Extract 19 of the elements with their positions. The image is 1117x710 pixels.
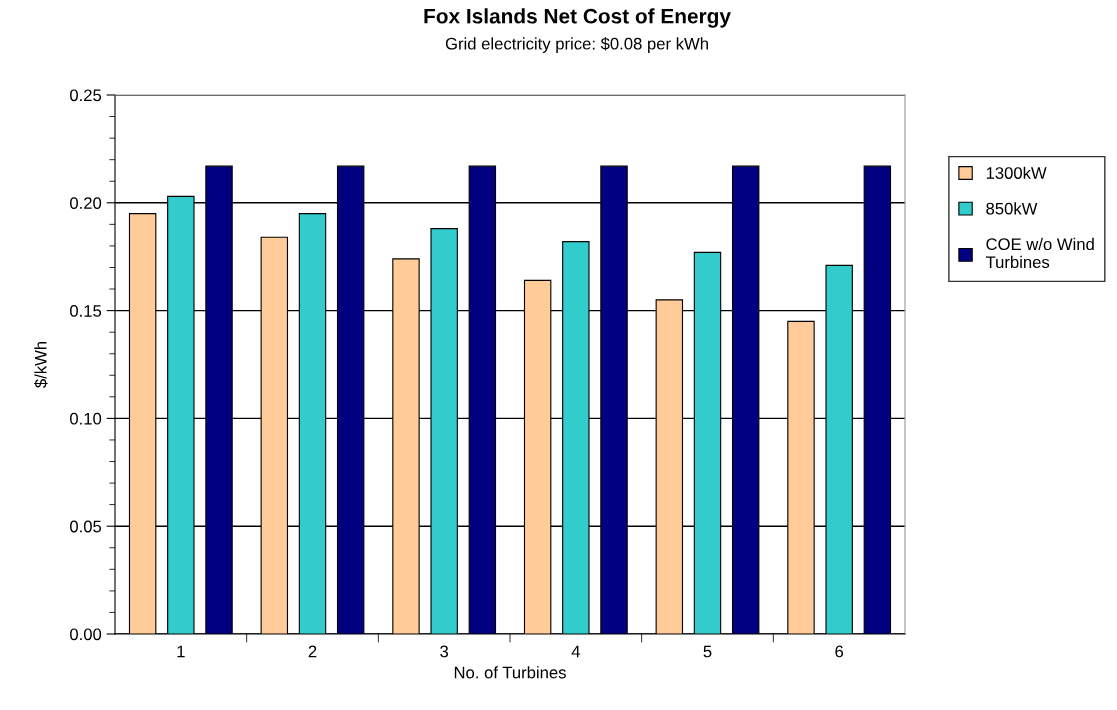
y-tick-label: 0.00 (70, 628, 102, 641)
y-tick-label: 0.15 (70, 305, 102, 317)
x-tick-label: 3 (440, 645, 449, 658)
legend-label: 850kW (986, 202, 1038, 215)
y-tick-label: 0.10 (70, 412, 102, 425)
y-axis-title: $/kWh (34, 341, 48, 388)
y-tick-label: 0.20 (70, 197, 102, 209)
x-tick-label: 4 (571, 645, 580, 658)
x-axis-title: No. of Turbines (454, 666, 566, 679)
x-tick-label: 2 (308, 645, 317, 658)
legend-label: 1300kW (986, 166, 1047, 179)
legend-label: COE w/o Wind Turbines (985, 237, 1094, 269)
x-tick-label: 6 (835, 645, 844, 658)
chart-subtitle: Grid electricity price: $0.08 per kWh (445, 37, 708, 53)
y-tick-label: 0.25 (70, 89, 102, 102)
x-tick-label: 1 (177, 645, 185, 658)
chart-title: Fox Islands Net Cost of Energy (424, 8, 731, 28)
x-tick-label: 5 (703, 645, 712, 658)
y-tick-label: 0.05 (70, 520, 102, 533)
